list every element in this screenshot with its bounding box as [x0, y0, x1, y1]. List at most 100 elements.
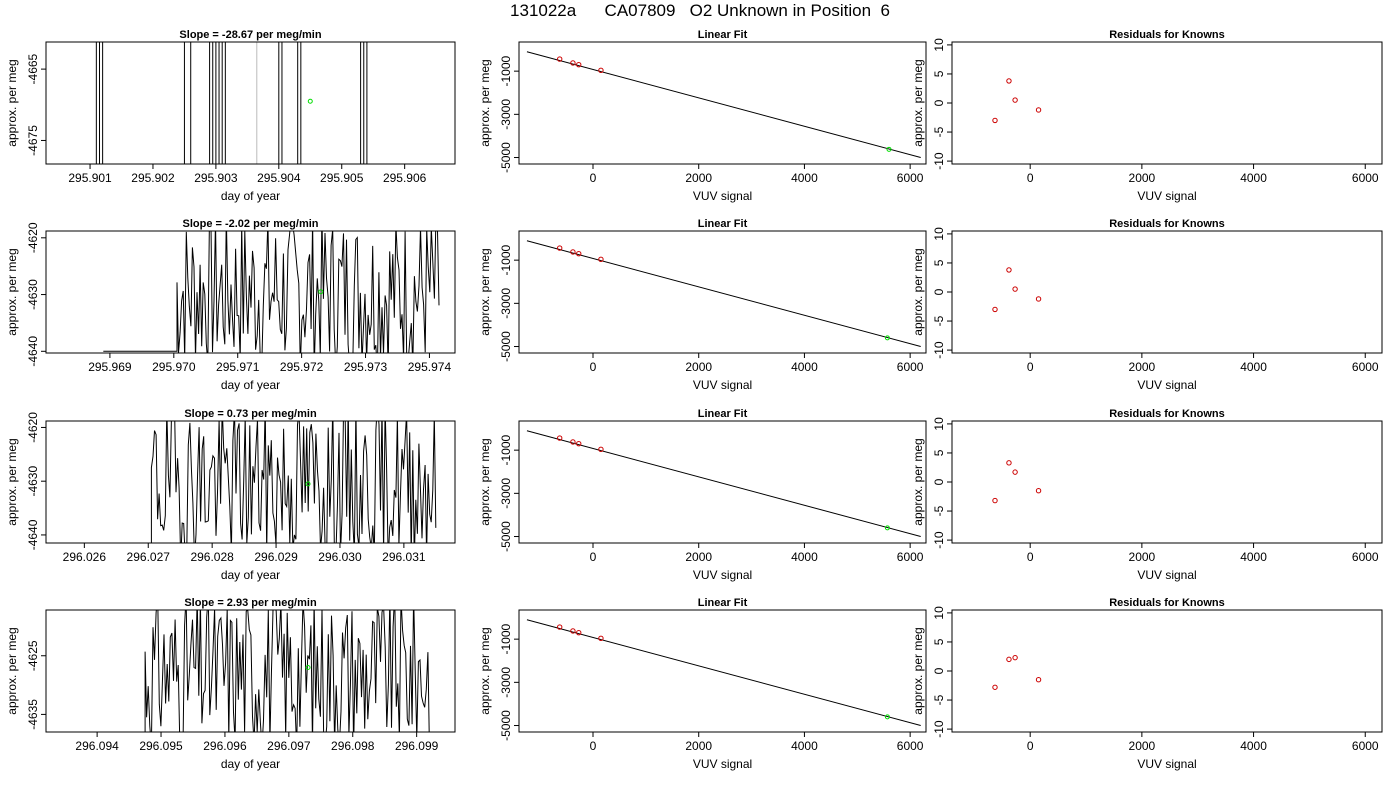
known-point	[1012, 469, 1018, 475]
y-tick-label: -1000	[499, 623, 513, 654]
known-point	[598, 67, 604, 73]
x-tick-label: 0	[1027, 360, 1034, 374]
x-tick-label: 0	[590, 739, 597, 753]
x-tick-label: 295.974	[408, 360, 452, 374]
y-axis-label: approx. per meg	[5, 59, 19, 146]
known-point	[576, 250, 582, 257]
plot-area	[526, 240, 921, 348]
known-point	[576, 440, 582, 447]
y-axis-label: approx. per meg	[478, 627, 492, 714]
x-tick-label: 2000	[685, 360, 712, 374]
y-tick-label: -10	[932, 152, 946, 170]
y-tick-label: -4625	[26, 640, 40, 671]
unknown-point	[307, 98, 313, 104]
chart-panel: Slope = 0.73 per meg/min day of year appro…	[5, 408, 456, 582]
x-tick-label: 6000	[1352, 360, 1379, 374]
chart-title: Residuals for Knowns	[1109, 408, 1225, 420]
known-point	[576, 629, 582, 636]
x-tick-label: 6000	[897, 550, 924, 564]
chart-panel: Residuals for Knowns VUV signal approx. pe…	[911, 218, 1383, 392]
known-point	[557, 624, 563, 630]
x-tick-label: 296.098	[331, 739, 375, 753]
known-point	[557, 56, 563, 62]
y-axis-label: approx. per meg	[911, 248, 925, 335]
y-tick-label: -3000	[499, 667, 513, 698]
y-tick-label: -3000	[499, 288, 513, 319]
unknown-point	[305, 481, 311, 487]
y-tick-label: -5	[932, 694, 946, 705]
y-tick-label: -4640	[26, 519, 40, 550]
x-tick-label: 2000	[685, 171, 712, 185]
unknown-point	[884, 525, 890, 531]
x-tick-label: 6000	[1352, 171, 1379, 185]
x-tick-label: 2000	[685, 739, 712, 753]
x-tick-label: 4000	[791, 171, 818, 185]
known-point	[570, 439, 576, 445]
y-tick-label: -3000	[499, 478, 513, 509]
x-axis-label: VUV signal	[693, 568, 752, 582]
plot-frame	[518, 230, 927, 354]
y-tick-label: -5	[932, 126, 946, 137]
y-tick-label: -3000	[499, 99, 513, 130]
chart-panel: Residuals for Knowns VUV signal approx. pe…	[911, 408, 1383, 582]
x-axis-label: day of year	[221, 378, 280, 392]
x-tick-label: 296.030	[318, 550, 362, 564]
y-tick-label: 10	[932, 417, 946, 431]
known-point	[1012, 654, 1018, 661]
y-axis-label: approx. per meg	[478, 248, 492, 335]
y-tick-label: -5	[932, 505, 946, 516]
x-tick-label: 0	[1027, 550, 1034, 564]
fit-line	[526, 430, 921, 538]
x-tick-label: 296.029	[254, 550, 298, 564]
plot-area	[992, 78, 1042, 124]
x-tick-label: 6000	[897, 171, 924, 185]
plot-frame	[951, 41, 1383, 165]
known-point	[598, 635, 604, 641]
chart-title: Slope = -2.02 per meg/min	[182, 218, 318, 230]
y-tick-label: -10	[932, 720, 946, 738]
y-tick-label: 5	[932, 638, 946, 645]
x-tick-label: 4000	[1240, 171, 1267, 185]
x-axis-label: VUV signal	[1137, 378, 1196, 392]
x-tick-label: 295.971	[216, 360, 260, 374]
x-tick-label: 295.902	[131, 171, 175, 185]
plot-area	[992, 460, 1042, 504]
x-tick-label: 0	[590, 360, 597, 374]
plot-frame	[518, 41, 927, 165]
chart-panel: Slope = 2.93 per meg/min day of year appro…	[5, 597, 456, 771]
chart-title: Linear Fit	[698, 597, 748, 609]
chart-panel: Residuals for Knowns VUV signal approx. pe…	[911, 597, 1383, 771]
known-point	[1035, 488, 1042, 494]
y-tick-label: -10	[932, 341, 946, 359]
signal-trace	[103, 421, 437, 543]
x-axis-label: day of year	[221, 189, 280, 203]
y-tick-label: -5	[932, 315, 946, 326]
known-point	[570, 628, 576, 634]
plot-frame	[518, 609, 927, 733]
chart-title: Slope = 2.93 per meg/min	[184, 597, 317, 609]
plot-frame	[45, 609, 456, 733]
known-point	[570, 249, 576, 255]
plot-frame	[951, 609, 1383, 733]
chart-title: Residuals for Knowns	[1109, 218, 1225, 230]
y-tick-label: 5	[932, 449, 946, 456]
plot-area	[103, 421, 437, 543]
y-tick-label: -5000	[499, 142, 513, 173]
chart-title: Residuals for Knowns	[1109, 597, 1225, 609]
y-tick-label: -5000	[499, 521, 513, 552]
x-tick-label: 295.969	[88, 360, 132, 374]
known-point	[1035, 677, 1042, 683]
y-tick-label: -5000	[499, 710, 513, 741]
y-axis-label: approx. per meg	[478, 59, 492, 146]
chart-title: Linear Fit	[698, 218, 748, 230]
plot-area	[95, 42, 368, 164]
x-tick-label: 295.903	[194, 171, 238, 185]
unknown-point	[884, 714, 890, 720]
x-axis-label: day of year	[221, 757, 280, 771]
plot-frame	[45, 230, 456, 354]
x-tick-label: 6000	[1352, 739, 1379, 753]
y-tick-label: -4620	[26, 412, 40, 443]
plot-frame	[45, 420, 456, 544]
x-tick-label: 296.026	[63, 550, 107, 564]
